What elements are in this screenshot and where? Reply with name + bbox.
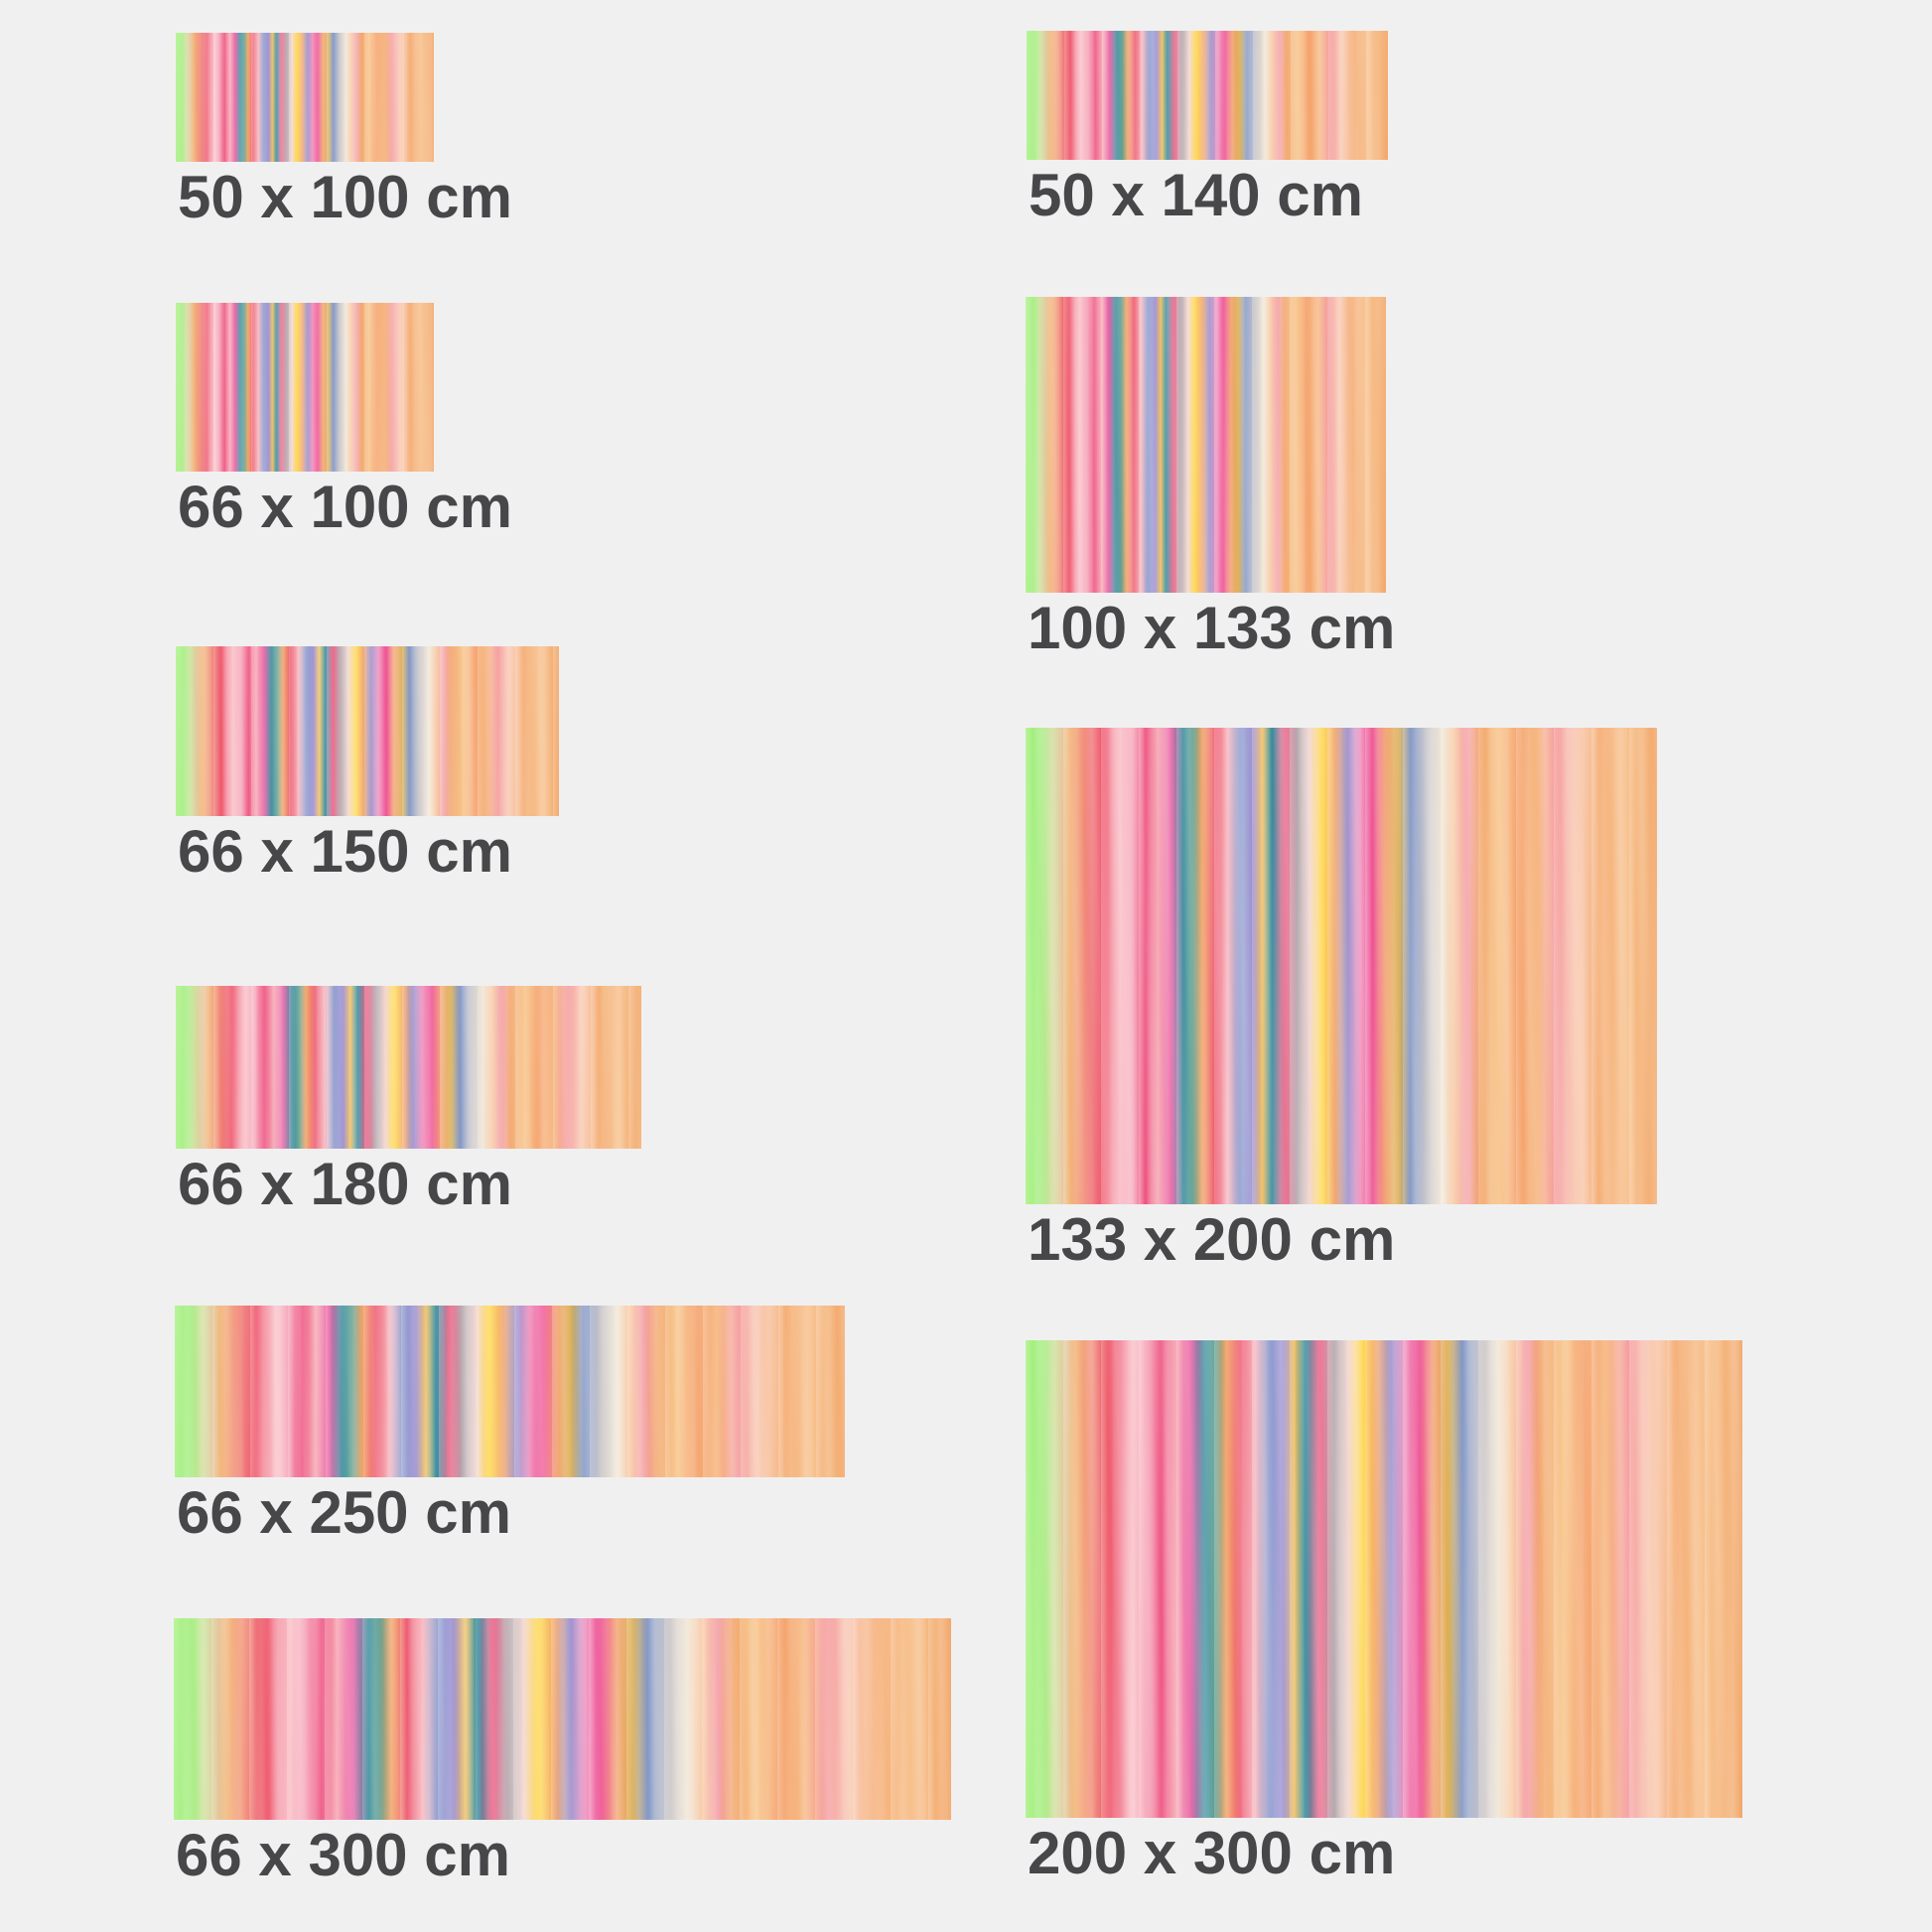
size-option-133x200: 133 x 200 cm <box>1026 728 1657 1271</box>
rug-artwork-swatch <box>1026 1340 1742 1818</box>
size-label: 66 x 180 cm <box>178 1151 512 1217</box>
size-label: 66 x 300 cm <box>176 1822 510 1888</box>
size-label: 50 x 100 cm <box>178 164 512 230</box>
size-option-66x150: 66 x 150 cm <box>176 646 559 883</box>
size-option-66x100: 66 x 100 cm <box>176 303 512 540</box>
size-option-50x140: 50 x 140 cm <box>1027 31 1388 226</box>
size-label: 133 x 200 cm <box>1028 1206 1396 1273</box>
size-option-66x300: 66 x 300 cm <box>174 1618 951 1886</box>
rug-artwork-swatch <box>1027 31 1388 160</box>
rug-artwork-swatch <box>176 646 559 816</box>
size-label: 66 x 100 cm <box>178 474 512 540</box>
size-option-100x133: 100 x 133 cm <box>1026 297 1396 661</box>
size-label: 66 x 250 cm <box>177 1479 511 1546</box>
rug-artwork-swatch <box>176 33 434 162</box>
size-label: 66 x 150 cm <box>178 818 512 885</box>
rug-artwork-swatch <box>176 986 641 1149</box>
size-option-66x250: 66 x 250 cm <box>175 1306 845 1544</box>
rug-artwork-swatch <box>1026 728 1657 1204</box>
rug-artwork-swatch <box>176 303 434 472</box>
rug-artwork-swatch <box>174 1618 951 1820</box>
size-label: 100 x 133 cm <box>1028 595 1396 661</box>
size-label: 200 x 300 cm <box>1028 1820 1396 1886</box>
rug-artwork-swatch <box>175 1306 845 1477</box>
size-option-200x300: 200 x 300 cm <box>1026 1340 1742 1884</box>
size-label: 50 x 140 cm <box>1029 162 1363 228</box>
size-option-50x100: 50 x 100 cm <box>176 33 512 230</box>
size-option-66x180: 66 x 180 cm <box>176 986 641 1215</box>
rug-artwork-swatch <box>1026 297 1386 593</box>
